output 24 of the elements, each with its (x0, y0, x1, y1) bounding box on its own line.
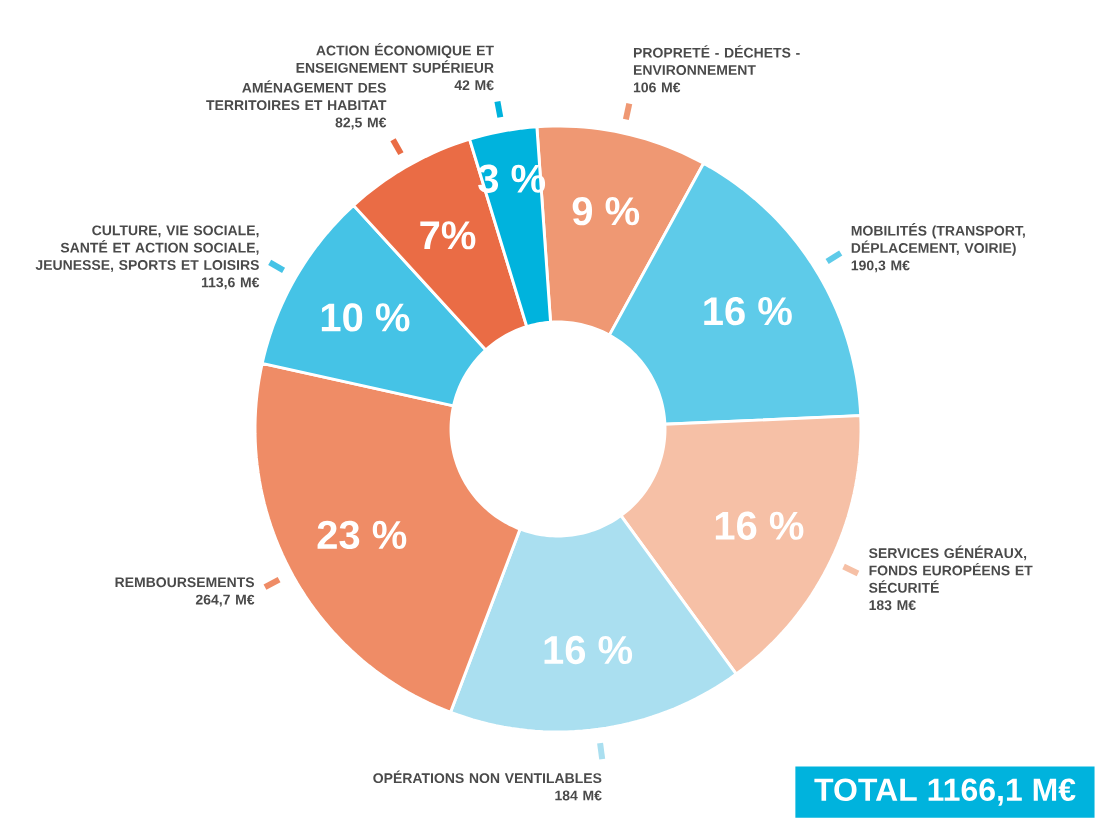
text: 10 % (321, 303, 410, 332)
slice-label: ACTION ÉCONOMIQUE ET ENSEIGNEMENT SUPÉRIEUR (296, 42, 494, 73)
slice-label: PROPRETÉ - DÉCHETS - ENVIRONNEMENT (633, 45, 800, 76)
text: 16 % (704, 296, 792, 326)
data-label: 264,7 M€ (195, 594, 255, 607)
slice-label: CULTURE, VIE SOCIALE, SANTÉ ET ACTION SOCIALE, JEUNESSE, SPORTS ET LOISIRS (35, 225, 259, 272)
data-label: 113,6 M€ (201, 277, 260, 290)
data-label: 190,3 M€ (851, 260, 910, 273)
data-label: 42 M€ (454, 80, 494, 91)
data-label: 82,5 M€ (335, 117, 387, 130)
text: TOTAL 1166,1 M€ (814, 778, 1076, 806)
data-label: 106 M€ (633, 82, 681, 93)
slice-label: REMBOURSEMENTS (115, 577, 255, 588)
slice-label: MOBILITÉS (TRANSPORT, DÉPLACEMENT, VOIRIE) (851, 223, 1025, 256)
text: 16 % (715, 511, 804, 540)
data-label: 183 M€ (869, 600, 916, 611)
text: 23 % (317, 520, 407, 550)
text: 7% (420, 221, 476, 250)
slice-label: OPÉRATIONS NON VENTILABLES (373, 770, 602, 784)
slice-label: SERVICES GÉNÉRAUX, FONDS EUROPÉENS ET SÉCURITÉ (869, 545, 1033, 593)
text: 9 % (572, 196, 640, 226)
slice-label: AMÉNAGEMENT DES TERRITOIRES ET HABITAT (206, 80, 387, 111)
text: 16 % (544, 635, 633, 665)
data-label: 184 M€ (555, 790, 602, 801)
